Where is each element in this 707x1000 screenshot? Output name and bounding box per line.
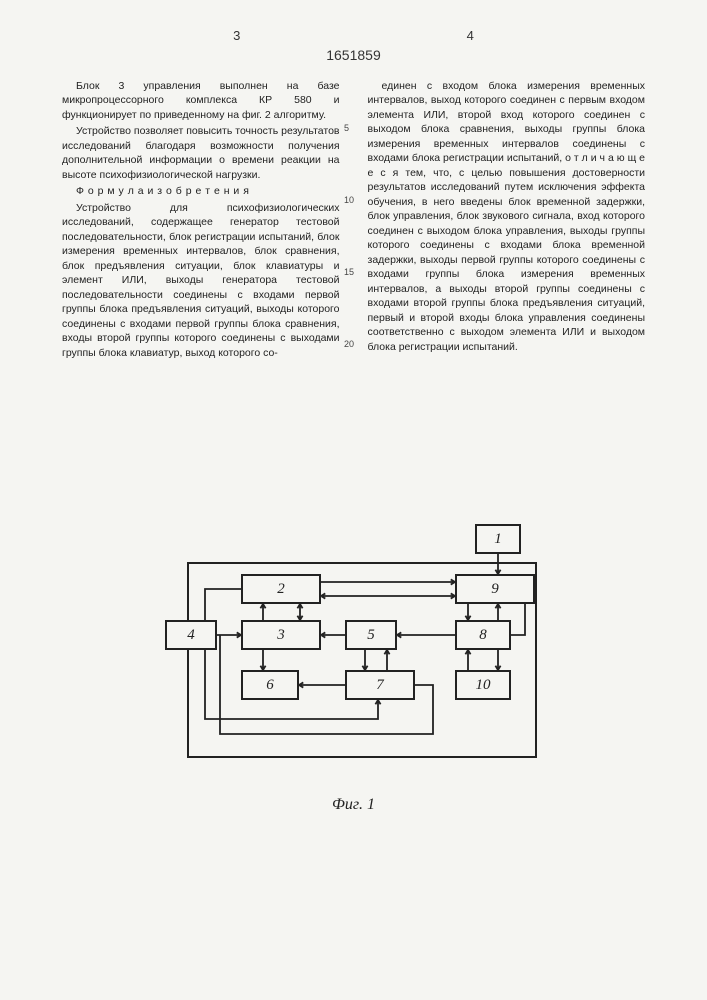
block-5: 5 bbox=[345, 620, 397, 650]
block-9: 9 bbox=[455, 574, 535, 604]
block-8: 8 bbox=[455, 620, 511, 650]
right-column: единен с входом блока измерения временны… bbox=[368, 79, 646, 362]
block-1: 1 bbox=[475, 524, 521, 554]
block-7: 7 bbox=[345, 670, 415, 700]
line-marker-5: 5 bbox=[344, 124, 349, 133]
para-3: Устройство для психофизиологических иссл… bbox=[62, 201, 340, 360]
figure-label: Фиг. 1 bbox=[0, 796, 707, 814]
page-num-right: 4 bbox=[467, 28, 474, 43]
doc-number: 1651859 bbox=[0, 47, 707, 63]
line-marker-10: 10 bbox=[344, 196, 354, 205]
text-columns: Блок 3 управления выполнен на базе микро… bbox=[0, 79, 707, 362]
page-numbers: 3 4 bbox=[0, 0, 707, 43]
line-marker-20: 20 bbox=[344, 340, 354, 349]
block-3: 3 bbox=[241, 620, 321, 650]
page-num-left: 3 bbox=[233, 28, 240, 43]
left-column: Блок 3 управления выполнен на базе микро… bbox=[62, 79, 340, 362]
block-4: 4 bbox=[165, 620, 217, 650]
para-1: Блок 3 управления выполнен на базе микро… bbox=[62, 79, 340, 122]
block-6: 6 bbox=[241, 670, 299, 700]
para-right: единен с входом блока измерения временны… bbox=[368, 79, 646, 354]
block-10: 10 bbox=[455, 670, 511, 700]
para-2: Устройство позволяет повысить точность р… bbox=[62, 124, 340, 182]
line-marker-15: 15 bbox=[344, 268, 354, 277]
block-2: 2 bbox=[241, 574, 321, 604]
block-diagram: 1 2 34 5 6 7 8 9 10 bbox=[165, 524, 545, 779]
figure-1: 1 2 34 5 6 7 8 9 10 Фиг. 1 bbox=[0, 500, 707, 940]
formula-heading: Ф о р м у л а и з о б р е т е н и я bbox=[62, 184, 340, 198]
